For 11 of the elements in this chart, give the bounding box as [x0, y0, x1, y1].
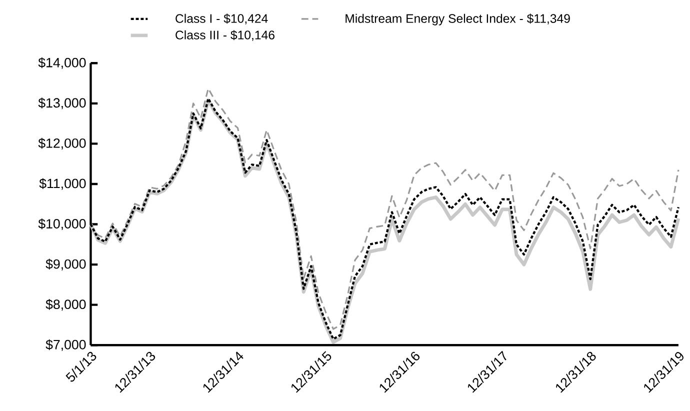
legend-label: Midstream Energy Select Index - $11,349 — [346, 14, 570, 26]
y-tick-label: $8,000 — [46, 298, 86, 311]
y-tick-label: $14,000 — [38, 57, 86, 69]
y-tick-label: $9,000 — [46, 258, 86, 270]
y-tick-label: $13,000 — [38, 98, 86, 110]
legend-label: Class I - $10,424 — [176, 14, 268, 24]
y-tick-label: $12,000 — [38, 138, 86, 150]
y-tick-label: $11,000 — [39, 178, 86, 190]
y-tick-label: $7,000 — [46, 339, 86, 351]
legend-label: Class III - $10,146 — [176, 30, 274, 41]
y-tick-label: $10,000 — [38, 218, 86, 230]
